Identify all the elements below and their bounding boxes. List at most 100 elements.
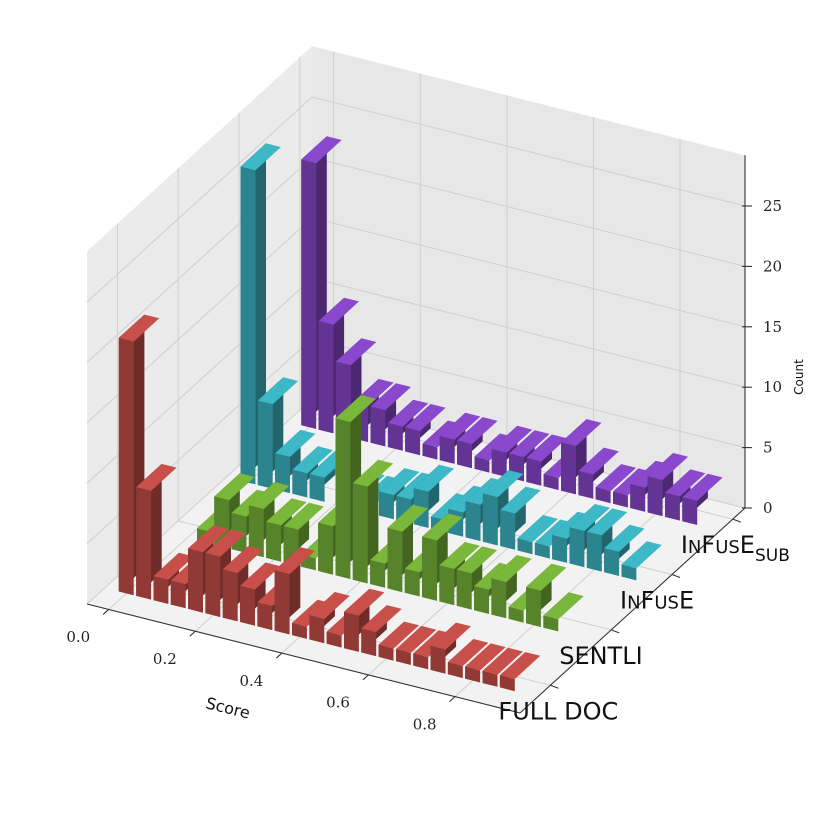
bar-top [274, 547, 316, 575]
bar [430, 622, 471, 674]
bar [396, 625, 437, 665]
bar-front [595, 487, 611, 504]
series-label-sentli: SENTLI [559, 642, 642, 670]
bar-top [344, 588, 385, 616]
series-label-full-doc: FULL DOC [498, 697, 618, 725]
bar [240, 562, 281, 626]
bar-top [283, 502, 324, 530]
bar-top [586, 508, 628, 536]
bar-front [318, 320, 334, 434]
bar-top [413, 464, 455, 492]
bar-front [170, 580, 186, 609]
bar [370, 383, 411, 447]
bar-top [439, 412, 481, 440]
bar-top [621, 541, 662, 569]
bar [517, 515, 558, 555]
bar [136, 463, 177, 600]
bar-front [439, 565, 455, 606]
bar-front [222, 569, 238, 622]
bar-top [595, 464, 637, 492]
bar-front [500, 509, 516, 550]
bar-top [456, 546, 498, 574]
bar [456, 546, 498, 610]
x-tick-label: 0.0 [66, 628, 90, 646]
bar-top [266, 498, 307, 526]
z-tick-label: 10 [763, 378, 782, 396]
bar [292, 446, 333, 498]
bar-front [292, 623, 307, 639]
bar-top [465, 643, 506, 671]
bar-front [621, 564, 637, 581]
bar-front [499, 675, 515, 692]
bar-front [561, 442, 576, 495]
grid-line-z [86, 96, 746, 303]
bar-front [447, 662, 463, 679]
bar-front [604, 548, 620, 576]
bar-top [561, 419, 602, 447]
bar-front [405, 427, 421, 456]
bar-front [552, 535, 568, 563]
bar-top [222, 546, 264, 574]
x-tick [362, 674, 369, 681]
bar-top [569, 504, 610, 531]
z-tick-label: 20 [763, 257, 782, 275]
bar-front [404, 568, 420, 597]
bar-front [240, 585, 255, 626]
bar-front [378, 644, 394, 661]
bar-front [422, 536, 437, 601]
bar-top [526, 434, 567, 462]
x-tick-label: 0.4 [240, 672, 264, 690]
bar [604, 524, 645, 576]
bar-top [352, 459, 394, 487]
bar-front [396, 649, 411, 665]
bar-front [430, 645, 446, 674]
bar [491, 555, 532, 619]
bar-front [292, 469, 308, 498]
bar-front [301, 159, 317, 429]
bar-front [309, 615, 325, 644]
axis-labels: 0.0 0.2 0.4 0.6 0.8 0 5 10 15 20 25 FULL DOC SENTLI I… [66, 197, 806, 733]
bar-front [543, 474, 559, 491]
series-tick [611, 629, 620, 634]
bar [499, 652, 541, 692]
bar-front [465, 666, 481, 683]
bar-top [509, 430, 550, 458]
bar-top [257, 377, 299, 405]
bar-top [387, 399, 429, 427]
bar-front [569, 527, 585, 568]
x-tick [102, 609, 110, 615]
bar-front [266, 521, 282, 562]
bar [682, 473, 723, 525]
bar [526, 434, 567, 486]
bar [457, 417, 498, 469]
bar-top [378, 621, 420, 649]
bar-top [309, 592, 350, 620]
bar-front [248, 505, 264, 558]
series-tick [732, 518, 742, 523]
bar-front [326, 631, 342, 648]
z-tick-label: 5 [763, 439, 773, 457]
bar [509, 430, 550, 482]
bar-top [370, 383, 411, 411]
bar-top [292, 446, 333, 474]
bar-front [517, 538, 533, 555]
bar [405, 404, 446, 456]
bar-front [318, 522, 334, 575]
bar-front [482, 493, 498, 546]
bar-front [647, 476, 663, 517]
bar-front [526, 587, 541, 628]
x-tick-label: 0.6 [326, 694, 350, 712]
bar [482, 647, 523, 687]
bar [378, 621, 420, 661]
bar-front [387, 422, 403, 451]
x-axis-title: Score [204, 693, 252, 722]
bar-front [153, 576, 169, 604]
bar-front [534, 542, 550, 559]
bar-front [413, 653, 429, 670]
bar-top [361, 605, 402, 633]
bar-top [318, 297, 359, 325]
bar-top [379, 468, 420, 496]
bar-top [248, 482, 290, 509]
bar-front [240, 166, 256, 485]
bar [274, 547, 316, 635]
